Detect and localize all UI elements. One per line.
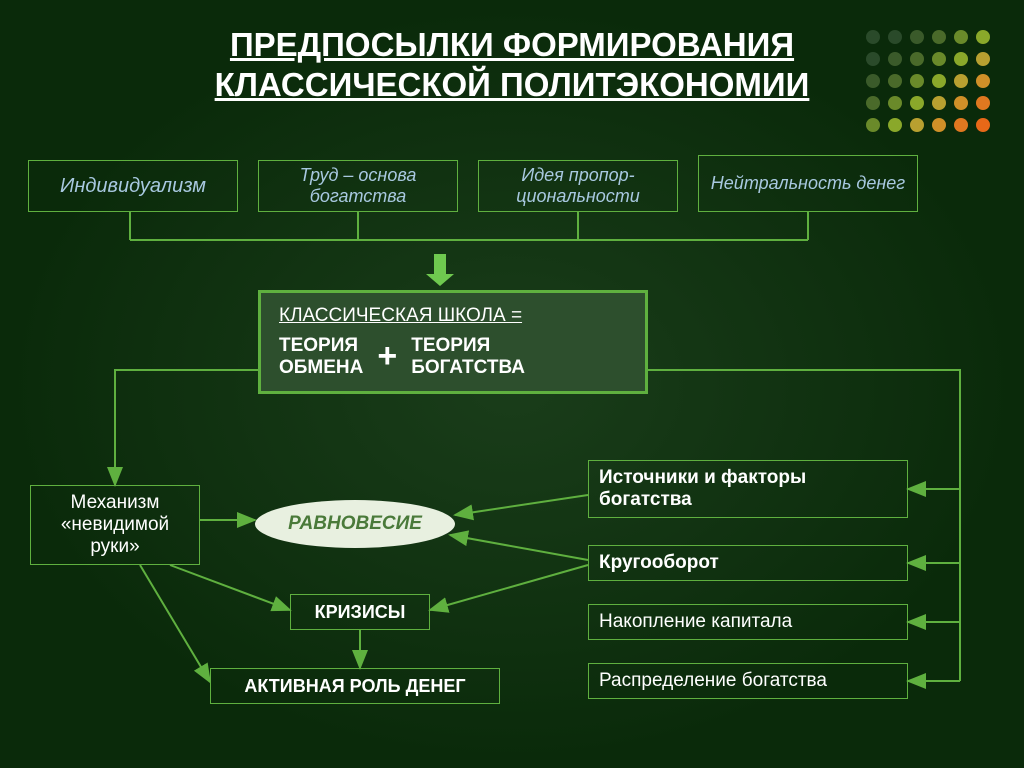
dot [888, 96, 902, 110]
decorative-dot-grid [866, 30, 994, 136]
dot [910, 30, 924, 44]
dot [866, 118, 880, 132]
dot [910, 118, 924, 132]
dot [954, 30, 968, 44]
equilibrium-label: РАВНОВЕСИЕ [288, 513, 422, 535]
dot [910, 52, 924, 66]
dot [932, 118, 946, 132]
top-box-2: Идея пропор-циональности [478, 160, 678, 212]
center-right-theory: ТЕОРИЯБОГАТСТВА [411, 335, 525, 379]
center-classical-school: КЛАССИЧЕСКАЯ ШКОЛА = ТЕОРИЯОБМЕНА + ТЕОР… [258, 290, 648, 394]
dot [888, 118, 902, 132]
dot [932, 74, 946, 88]
mid-box-0: КРИЗИСЫ [290, 594, 430, 630]
right-box-0: Источники и факторы богатства [588, 460, 908, 518]
plus-icon: + [377, 337, 397, 376]
center-header: КЛАССИЧЕСКАЯ ШКОЛА = [279, 305, 627, 327]
dot [932, 96, 946, 110]
top-box-1: Труд – основа богатства [258, 160, 458, 212]
dot [976, 74, 990, 88]
dot [910, 74, 924, 88]
right-box-1: Кругооборот [588, 545, 908, 581]
mid-box-1: АКТИВНАЯ РОЛЬ ДЕНЕГ [210, 668, 500, 704]
center-left-theory: ТЕОРИЯОБМЕНА [279, 335, 363, 379]
dot [866, 30, 880, 44]
dot [976, 52, 990, 66]
dot [932, 52, 946, 66]
dot [888, 52, 902, 66]
dot [954, 52, 968, 66]
dot [910, 96, 924, 110]
dot [954, 118, 968, 132]
dot [954, 96, 968, 110]
dot [932, 30, 946, 44]
dot [866, 74, 880, 88]
dot [888, 74, 902, 88]
right-box-3: Распределение богатства [588, 663, 908, 699]
dot [954, 74, 968, 88]
invisible-hand-box: Механизм «невидимой руки» [30, 485, 200, 565]
dot [866, 96, 880, 110]
top-box-0: Индивидуализм [28, 160, 238, 212]
dot [976, 30, 990, 44]
dot [976, 118, 990, 132]
equilibrium-ellipse: РАВНОВЕСИЕ [255, 500, 455, 548]
dot [888, 30, 902, 44]
right-box-2: Накопление капитала [588, 604, 908, 640]
dot [976, 96, 990, 110]
dot [866, 52, 880, 66]
top-box-3: Нейтральность денег [698, 155, 918, 212]
